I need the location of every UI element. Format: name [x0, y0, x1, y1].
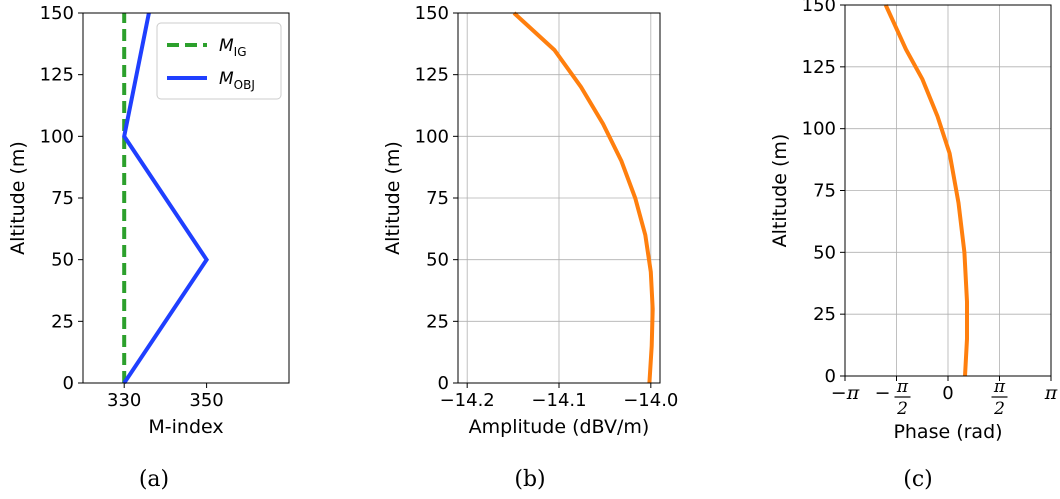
- x-axis-label: Phase (rad): [893, 421, 1002, 443]
- x-tick-label: π2: [991, 377, 1008, 419]
- y-tick-label: 0: [825, 366, 836, 387]
- y-axis-label: Altitude (m): [382, 141, 404, 255]
- panel-caption: (b): [514, 467, 545, 492]
- y-tick-label: 150: [40, 3, 74, 24]
- x-tick-label: −14.2: [440, 390, 495, 411]
- x-axis-label: M-index: [148, 416, 223, 438]
- y-tick-label: 25: [51, 311, 74, 332]
- x-tick-label: −14.1: [531, 390, 586, 411]
- x-tick-label-den: 2: [993, 399, 1005, 419]
- y-tick-label: 100: [415, 126, 449, 147]
- y-tick-label: 150: [415, 3, 449, 24]
- x-tick-label-num: π: [993, 377, 1006, 397]
- panel-caption: (c): [903, 467, 933, 492]
- x-tick-label-den: 2: [896, 399, 908, 419]
- y-axis-label: Altitude (m): [7, 141, 29, 255]
- x-tick-label: 350: [189, 390, 223, 411]
- y-tick-label: 50: [51, 250, 74, 271]
- x-tick-label: 0: [942, 383, 953, 404]
- y-tick-label: 25: [426, 311, 449, 332]
- x-tick-label-sign: −: [875, 382, 891, 404]
- y-tick-label: 50: [813, 242, 836, 263]
- y-tick-label: 0: [438, 373, 449, 394]
- y-tick-label: 0: [63, 373, 74, 394]
- y-tick-label: 125: [802, 57, 836, 78]
- y-tick-label: 25: [813, 304, 836, 325]
- x-tick-label: π: [1044, 382, 1058, 404]
- panel-a: 0 25 50 75 100 125 150 330 350 M-index Altitude (m…: [7, 3, 290, 492]
- y-axis-label: Altitude (m): [769, 134, 791, 248]
- series-line-1: [122, 12, 210, 385]
- x-axis-label: Amplitude (dBV/m): [469, 416, 650, 438]
- legend-label-subscript: IG: [234, 45, 247, 59]
- panel-caption: (a): [139, 467, 169, 492]
- y-tick-label: 50: [426, 250, 449, 271]
- series-line-0: [512, 11, 655, 384]
- y-tick-label: 125: [415, 65, 449, 86]
- y-tick-label: 100: [802, 119, 836, 140]
- panel-b: 0 25 50 75 100 125 150 −14.2 −14.1 −14.0 Amplitude…: [382, 3, 678, 492]
- x-tick-label: −π: [831, 382, 860, 404]
- x-tick-label: −14.0: [623, 390, 678, 411]
- y-tick-label: 125: [40, 65, 74, 86]
- y-tick-label: 150: [802, 0, 836, 16]
- x-tick-label: 330: [107, 390, 141, 411]
- y-tick-label: 75: [813, 181, 836, 202]
- y-tick-label: 75: [426, 188, 449, 209]
- x-tick-label: − π2: [875, 377, 911, 419]
- y-tick-label: 75: [51, 188, 74, 209]
- series-line-0: [883, 4, 969, 377]
- x-tick-label-num: π: [896, 377, 909, 397]
- y-tick-label: 100: [40, 126, 74, 147]
- legend-label-subscript: OBJ: [234, 78, 255, 92]
